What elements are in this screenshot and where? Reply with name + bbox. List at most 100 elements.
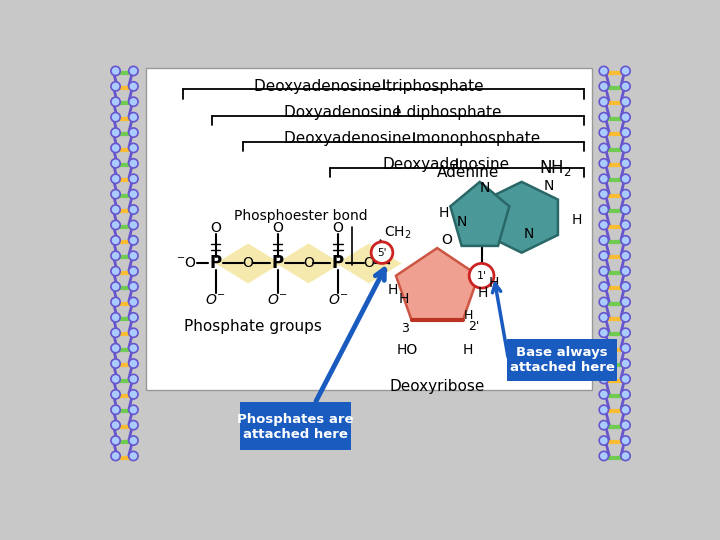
Circle shape — [621, 220, 630, 230]
Circle shape — [129, 343, 138, 353]
Circle shape — [599, 451, 608, 461]
Text: H: H — [489, 276, 499, 291]
Circle shape — [111, 220, 120, 230]
Circle shape — [111, 451, 120, 461]
Circle shape — [129, 205, 138, 214]
Text: HO: HO — [397, 343, 418, 357]
Circle shape — [621, 390, 630, 399]
Circle shape — [621, 66, 630, 76]
Circle shape — [621, 190, 630, 199]
Circle shape — [599, 374, 608, 383]
Text: Phosphoester bond: Phosphoester bond — [234, 210, 368, 224]
Text: Adenine: Adenine — [437, 165, 500, 180]
Circle shape — [621, 374, 630, 383]
Polygon shape — [485, 182, 558, 253]
Circle shape — [111, 343, 120, 353]
Circle shape — [599, 359, 608, 368]
Circle shape — [599, 421, 608, 430]
Circle shape — [599, 128, 608, 137]
Circle shape — [111, 359, 120, 368]
Circle shape — [129, 159, 138, 168]
Circle shape — [371, 242, 393, 264]
Text: Deoxyribose: Deoxyribose — [390, 379, 485, 394]
Circle shape — [599, 390, 608, 399]
Circle shape — [111, 97, 120, 106]
Circle shape — [111, 82, 120, 91]
Polygon shape — [450, 182, 509, 246]
Bar — [145, 68, 593, 390]
Circle shape — [469, 264, 494, 288]
Text: Deoxyadenosine monophosphate: Deoxyadenosine monophosphate — [284, 131, 540, 146]
Circle shape — [111, 236, 120, 245]
Circle shape — [111, 298, 120, 307]
Circle shape — [621, 451, 630, 461]
Text: O: O — [441, 233, 452, 247]
Text: O: O — [303, 256, 314, 271]
Circle shape — [599, 251, 608, 260]
Circle shape — [111, 313, 120, 322]
Text: H: H — [572, 213, 582, 227]
Circle shape — [621, 112, 630, 122]
Circle shape — [599, 66, 608, 76]
Circle shape — [599, 313, 608, 322]
Circle shape — [129, 220, 138, 230]
Circle shape — [129, 390, 138, 399]
Circle shape — [111, 267, 120, 276]
Text: O: O — [364, 256, 374, 271]
Text: N: N — [544, 179, 554, 193]
Text: N: N — [480, 181, 490, 195]
Text: H: H — [438, 206, 449, 220]
Text: Deoxyadenosine triphosphate: Deoxyadenosine triphosphate — [254, 79, 484, 93]
Circle shape — [599, 205, 608, 214]
Circle shape — [111, 405, 120, 414]
Text: P: P — [271, 254, 284, 273]
Text: H: H — [478, 286, 488, 300]
Circle shape — [129, 298, 138, 307]
Circle shape — [111, 66, 120, 76]
Circle shape — [129, 328, 138, 338]
Circle shape — [621, 236, 630, 245]
Polygon shape — [215, 244, 281, 284]
Text: Phosphates are
attached here: Phosphates are attached here — [237, 413, 354, 441]
Circle shape — [129, 66, 138, 76]
Circle shape — [129, 251, 138, 260]
Circle shape — [599, 298, 608, 307]
Text: CH$_2$: CH$_2$ — [384, 225, 411, 241]
Text: $O^{-}$: $O^{-}$ — [205, 293, 226, 307]
Circle shape — [111, 205, 120, 214]
Circle shape — [129, 451, 138, 461]
Text: Phosphate groups: Phosphate groups — [184, 319, 322, 334]
Text: $O^{-}$: $O^{-}$ — [328, 293, 348, 307]
Text: P: P — [210, 254, 222, 273]
FancyBboxPatch shape — [507, 339, 617, 381]
Circle shape — [621, 174, 630, 184]
Circle shape — [599, 143, 608, 153]
Text: $^{-}$O: $^{-}$O — [176, 256, 197, 271]
Text: N: N — [456, 215, 467, 229]
Circle shape — [111, 174, 120, 184]
Text: O: O — [333, 221, 343, 235]
Circle shape — [599, 159, 608, 168]
Circle shape — [111, 421, 120, 430]
Circle shape — [621, 205, 630, 214]
Circle shape — [621, 421, 630, 430]
Circle shape — [129, 405, 138, 414]
Circle shape — [111, 251, 120, 260]
Circle shape — [111, 282, 120, 291]
Circle shape — [621, 267, 630, 276]
Circle shape — [111, 128, 120, 137]
Circle shape — [621, 128, 630, 137]
Circle shape — [599, 436, 608, 445]
Circle shape — [621, 298, 630, 307]
Text: H: H — [462, 343, 472, 357]
Text: N: N — [523, 227, 534, 241]
Circle shape — [111, 112, 120, 122]
Circle shape — [129, 282, 138, 291]
Circle shape — [129, 128, 138, 137]
Text: 3: 3 — [402, 322, 410, 335]
Text: O: O — [243, 256, 253, 271]
Circle shape — [621, 405, 630, 414]
Circle shape — [599, 220, 608, 230]
Polygon shape — [276, 244, 341, 284]
Circle shape — [129, 359, 138, 368]
